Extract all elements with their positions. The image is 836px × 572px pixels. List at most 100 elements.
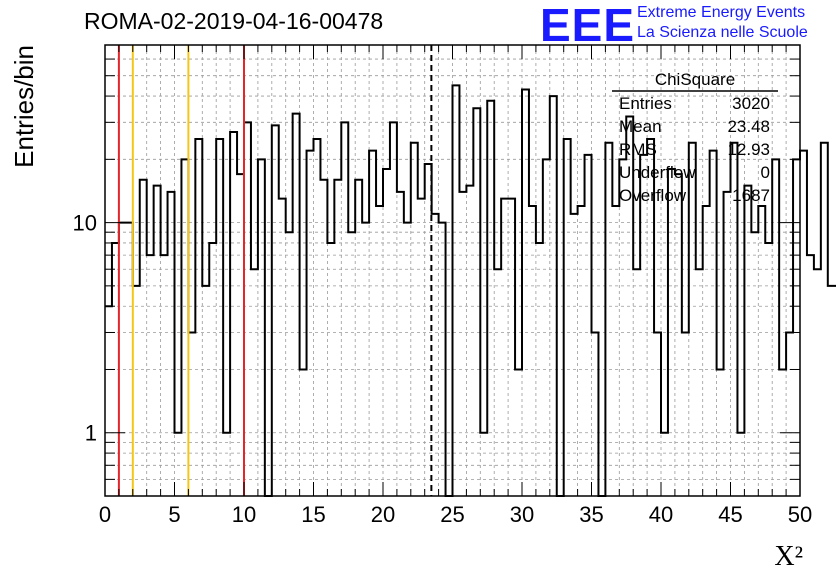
histogram-step-line: [105, 84, 836, 497]
stats-value: 23.48: [727, 117, 770, 136]
histogram-bin: [564, 139, 571, 496]
histogram-bin: [119, 223, 126, 496]
y-axis-label: Entries/bin: [9, 45, 39, 168]
y-tick-labels: 1 10: [73, 211, 97, 446]
histogram-bars: [105, 84, 836, 497]
histogram-bin: [209, 243, 216, 496]
stats-label: Overflow: [619, 186, 687, 205]
histogram-bin: [828, 286, 835, 496]
logo-line-2: La Scienza nelle Scuole: [637, 24, 808, 41]
histogram-bin: [654, 332, 661, 496]
histogram-bin: [821, 143, 828, 496]
x-tick-label: 5: [168, 502, 180, 527]
histogram-bin: [230, 132, 237, 496]
histogram-bin: [689, 143, 696, 496]
x-tick-label: 10: [232, 502, 256, 527]
histogram-bin: [633, 269, 640, 496]
histogram-bin: [592, 332, 599, 496]
x-tick-labels: 0 5 10 15 20 25 30 35 40 45 50: [99, 502, 812, 527]
histogram-bin: [466, 186, 473, 496]
stats-box: ChiSquare Entries 3020 Mean 23.48 RMS 12.93 Und…: [612, 70, 778, 205]
histogram-bin: [459, 192, 466, 496]
histogram-bin: [418, 199, 425, 496]
histogram-bin: [571, 214, 578, 496]
histogram-bin: [314, 139, 321, 496]
histogram-bin: [355, 180, 362, 496]
stats-value: 1687: [732, 186, 770, 205]
histogram-bin: [661, 433, 668, 496]
histogram-bin: [814, 269, 821, 496]
histogram-bin: [800, 151, 807, 496]
histogram-bin: [744, 186, 751, 496]
histogram-bin: [362, 223, 369, 496]
histogram-bin: [432, 214, 439, 496]
histogram-bin: [585, 155, 592, 496]
histogram-bin: [168, 192, 175, 496]
histogram-bin: [390, 122, 397, 496]
histogram-bin: [202, 286, 209, 496]
stats-value: 12.93: [727, 140, 770, 159]
histogram-bin: [494, 269, 501, 496]
histogram-bin: [675, 174, 682, 496]
histogram-bin: [758, 206, 765, 496]
histogram-bin: [279, 199, 286, 496]
histogram-bin: [133, 286, 140, 496]
histogram-bin: [717, 369, 724, 496]
y-tick-label: 10: [73, 211, 97, 236]
histogram-bin: [710, 151, 717, 496]
histogram-bin: [793, 159, 800, 496]
histogram-bin: [696, 269, 703, 496]
histogram-bin: [529, 206, 536, 496]
x-tick-label: 15: [301, 502, 325, 527]
histogram-bin: [188, 332, 195, 496]
histogram-bin: [807, 255, 814, 496]
chart-title: ROMA-02-2019-04-16-00478: [84, 8, 384, 34]
histogram-bin: [682, 332, 689, 496]
histogram-bin: [543, 159, 550, 496]
histogram-bin: [772, 159, 779, 496]
stats-value: 0: [761, 163, 770, 182]
y-tick-label: 1: [85, 421, 97, 446]
eee-logo: EEE Extreme Energy Events La Scienza nel…: [540, 0, 836, 51]
histogram-bin: [786, 332, 793, 496]
x-tick-label: 0: [99, 502, 111, 527]
stats-label: Underflow: [619, 163, 696, 182]
histogram-bin: [404, 223, 411, 496]
x-tick-label: 25: [440, 502, 464, 527]
stats-label: Mean: [619, 117, 662, 136]
histogram-bin: [605, 143, 612, 496]
marker-lines: [117, 45, 433, 496]
histogram-bin: [126, 223, 133, 496]
histogram-bin: [668, 169, 675, 496]
x-tick-label: 45: [718, 502, 742, 527]
x-axis-label: X²: [774, 541, 803, 572]
histogram-bin: [181, 159, 188, 496]
histogram-bin: [300, 369, 307, 496]
histogram-bin: [369, 151, 376, 496]
histogram-bin: [376, 206, 383, 496]
stats-label: RMS: [619, 140, 657, 159]
histogram-bin: [383, 169, 390, 496]
histogram-bin: [703, 206, 710, 496]
histogram-bin: [286, 232, 293, 496]
histogram-bin: [612, 206, 619, 496]
histogram-bin: [272, 125, 279, 496]
stats-value: 3020: [732, 94, 770, 113]
x-tick-label: 20: [371, 502, 395, 527]
histogram-bin: [320, 180, 327, 496]
histogram-bin: [724, 192, 731, 496]
histogram-bin: [327, 243, 334, 496]
histogram-bin: [453, 85, 460, 496]
histogram-bin: [175, 433, 182, 496]
histogram-bin: [508, 199, 515, 496]
histogram-bin: [765, 243, 772, 496]
stats-title: ChiSquare: [655, 70, 735, 89]
x-tick-label: 30: [510, 502, 534, 527]
histogram-bin: [244, 122, 251, 496]
histogram-bin: [473, 108, 480, 496]
axis-ticks: [104, 45, 801, 496]
histogram-bin: [737, 433, 744, 496]
histogram-bin: [237, 174, 244, 496]
histogram-bin: [307, 151, 314, 496]
